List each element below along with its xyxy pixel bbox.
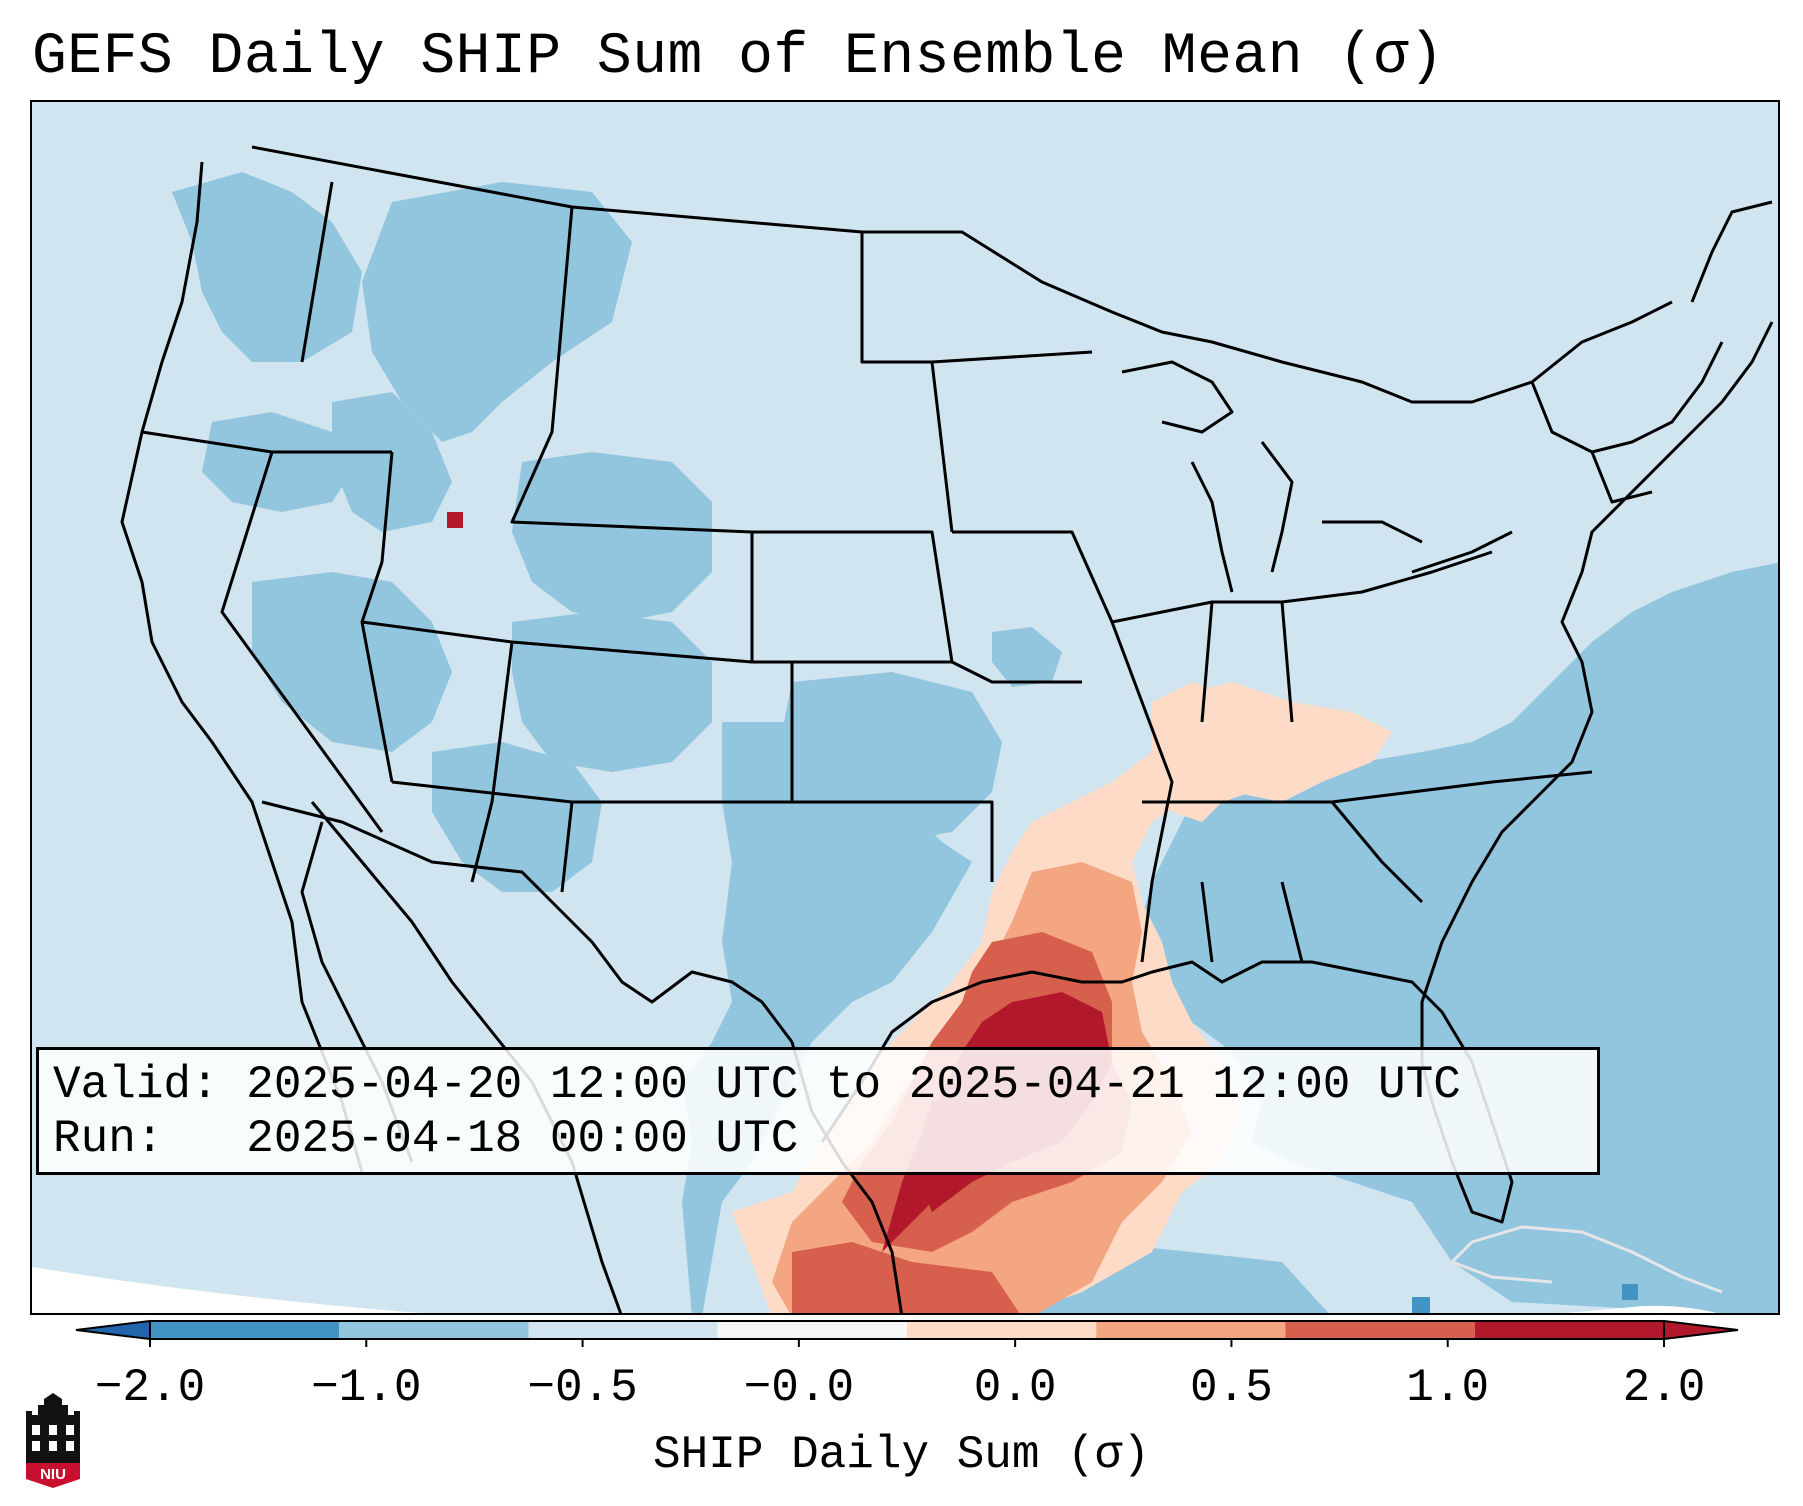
colorbar-tick-label: −0.5 [527,1362,638,1414]
new-england [1530,200,1773,504]
shade-iowa-patch [992,627,1062,687]
valid-time-text: Valid: 2025-04-20 12:00 UTC to 2025-04-2… [53,1059,1461,1111]
page-title: GEFS Daily SHIP Sum of Ensemble Mean (σ) [32,25,1445,90]
colorbar-outline [149,1320,1665,1340]
state-lines-west [141,181,753,893]
shade-colorado [512,612,712,772]
colorbar-tick-label: 1.0 [1406,1362,1490,1414]
colorbar-bin [1096,1321,1286,1339]
colorbar-bin [907,1321,1097,1339]
cuba [1450,1225,1723,1294]
state-lines-east [1111,550,1593,963]
east-coast [1420,321,1774,1062]
colorbar-tick-label: −1.0 [311,1362,422,1414]
west-coast [120,161,364,1173]
shade-pacific-nw [172,172,362,362]
shade-oregon [202,412,352,512]
shade-wyoming [512,452,712,622]
shade-positive-strong-south [792,1242,1022,1313]
colorbar-bin [1474,1321,1664,1339]
colorbar-over-arrow [1663,1319,1739,1341]
colorbar-tick-label: 0.0 [973,1362,1057,1414]
colorbar-tick-label: 0.5 [1190,1362,1273,1414]
colorbar-label: SHIP Daily Sum (σ) [653,1429,1150,1481]
colorbar-bin [150,1321,340,1339]
colorbar-tick-label: −2.0 [94,1362,206,1414]
colorbar-tick-label: 2.0 [1622,1362,1706,1414]
great-lakes [1121,360,1513,593]
colorbar-bin [717,1321,907,1339]
svg-text:NIU: NIU [40,1466,66,1483]
run-time-text: Run: 2025-04-18 00:00 UTC [53,1113,799,1165]
colorbar-bin [528,1321,718,1339]
shade-northern-rockies [362,182,632,442]
colorbar-under-arrow [75,1319,151,1341]
shade-kansas-oklahoma [782,672,1002,842]
colorbar-tick-label: −0.0 [743,1362,855,1414]
us-canada-border [251,145,1673,404]
shade-deep-blue-1 [1412,1297,1430,1313]
shade-great-basin [252,572,452,752]
shade-south-central [682,722,972,1313]
colorbar-bin [339,1321,529,1339]
shade-ohio-valley-light [1152,682,1372,822]
mexico-west-coast [310,801,623,1313]
shade-deep-blue-2 [1622,1284,1638,1300]
state-lines-central [510,206,1174,963]
us-mexico-border [261,800,794,1043]
shade-new-mexico [432,742,602,892]
colorbar-bins [75,1319,1739,1347]
shade-utah-point [447,512,463,528]
niu-logo-icon: NIU [26,1393,80,1488]
colorbar-bin [1285,1321,1475,1339]
valid-run-info-box: Valid: 2025-04-20 12:00 UTC to 2025-04-2… [36,1047,1600,1175]
